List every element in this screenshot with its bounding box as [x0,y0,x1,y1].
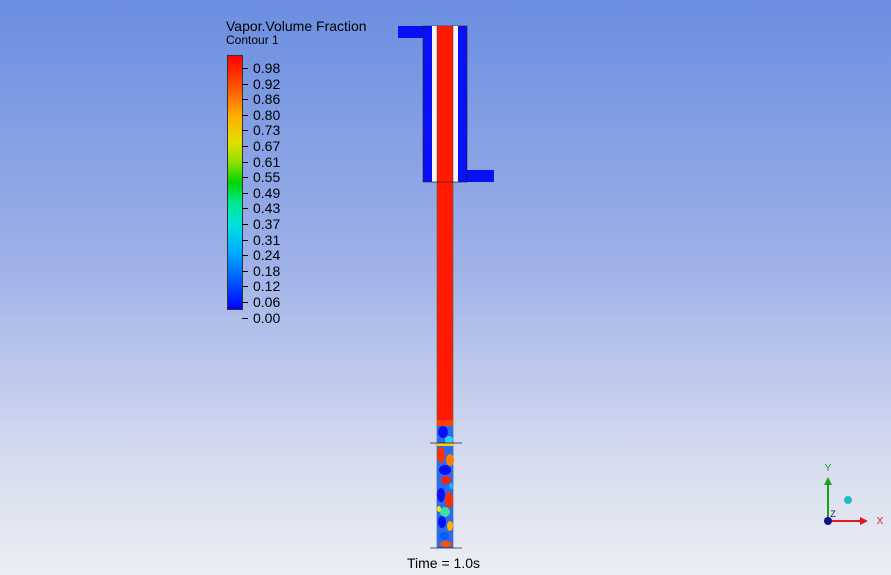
legend-colorbar [227,55,243,310]
outlet-stub [462,170,494,182]
x-axis-arrow [860,517,868,525]
legend-tick: 0.73 [241,123,280,137]
pipe-inner-wall-left [432,26,437,182]
legend-tick: 0.61 [241,155,280,169]
x-axis-label: X [877,516,884,527]
lighting-sphere-icon [844,496,852,504]
legend-subtitle: Contour 1 [226,33,279,47]
legend-tick: 0.92 [241,77,280,91]
legend-tick: 0.98 [241,61,280,75]
z-axis-label: Z [830,509,836,519]
legend-tick: 0.37 [241,217,280,231]
pipe-vapor-core [437,26,453,426]
pipe-inner-wall-right [453,26,458,182]
mixing-region [437,420,454,548]
legend-tick: 0.24 [241,248,280,262]
axis-triad: Y X Z [824,463,884,527]
legend-tick: 0.80 [241,108,280,122]
legend-tick: 0.55 [241,170,280,184]
jacket-left-wall [423,26,432,182]
y-axis-arrow [824,477,832,485]
legend-tick: 0.67 [241,139,280,153]
legend-tick: 0.31 [241,233,280,247]
y-axis-label: Y [825,463,832,474]
legend-tick: 0.43 [241,201,280,215]
legend-title: Vapor.Volume Fraction [226,18,367,34]
legend-tick: 0.00 [241,311,280,325]
z-axis-dot [824,517,832,525]
legend-tick: 0.06 [241,295,280,309]
legend-tick: 0.49 [241,186,280,200]
inlet-stub [398,26,428,38]
time-label: Time = 1.0s [407,555,481,571]
legend-tick: 0.18 [241,264,280,278]
legend-tick: 0.12 [241,279,280,293]
legend-tick: 0.86 [241,92,280,106]
jacket-right-wall [458,26,467,182]
